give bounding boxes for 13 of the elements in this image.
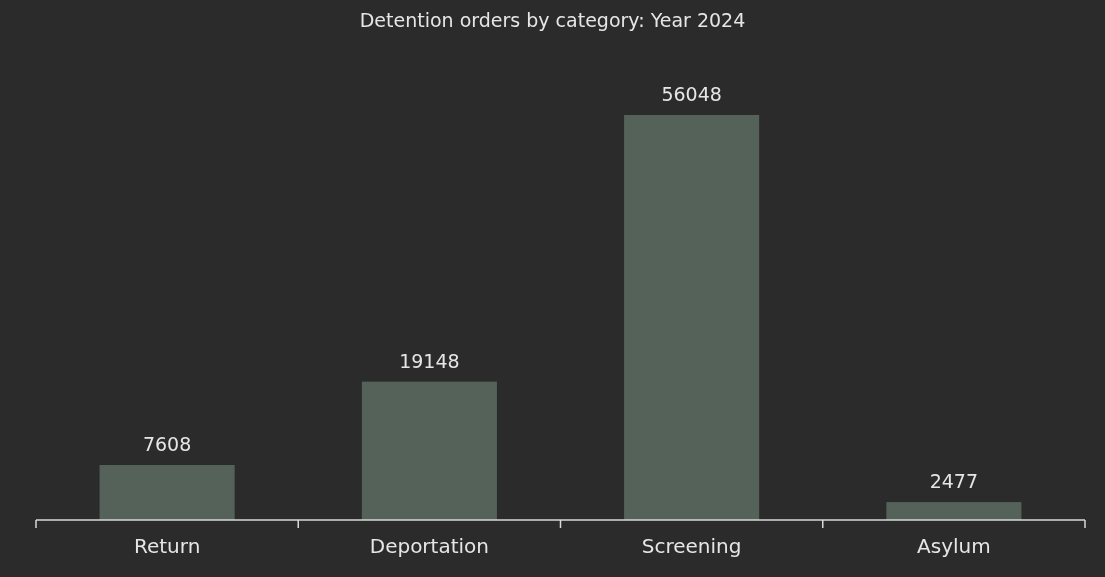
bar <box>99 465 235 520</box>
bar <box>361 381 497 520</box>
bar <box>624 115 760 520</box>
data-label: 2477 <box>929 470 979 493</box>
data-label: 19148 <box>399 349 460 372</box>
data-label: 7608 <box>142 433 192 456</box>
x-tick-label: Deportation <box>369 534 490 558</box>
data-label: 56048 <box>661 83 722 105</box>
x-tick-label: Screening <box>641 534 742 558</box>
x-tick-label: Return <box>133 534 201 558</box>
chart-title: Detention orders by category: Year 2024 <box>359 9 746 31</box>
bar <box>886 502 1022 520</box>
x-tick-label: Asylum <box>917 534 991 558</box>
